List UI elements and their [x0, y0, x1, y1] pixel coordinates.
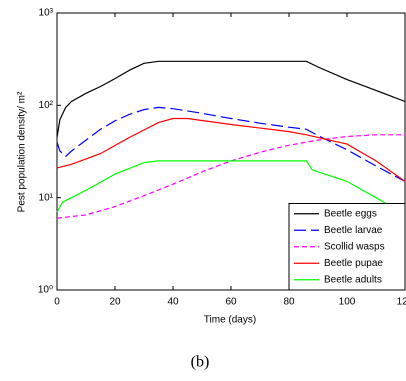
x-tick-label: 100 — [339, 297, 356, 308]
y-tick-label: 10³ — [39, 8, 54, 19]
caption: (b) — [191, 354, 210, 371]
y-tick-label: 10⁰ — [38, 285, 53, 296]
x-tick-label: 80 — [283, 297, 295, 308]
y-tick-label: 10¹ — [39, 192, 54, 203]
x-axis-label: Time (days) — [204, 315, 256, 326]
legend-label: Beetle eggs — [324, 208, 377, 219]
legend-label: Beetle pupae — [324, 258, 383, 269]
y-tick-label: 10² — [39, 100, 54, 111]
x-tick-label: 60 — [225, 297, 237, 308]
x-tick-label: 0 — [54, 297, 60, 308]
line-series — [56, 106, 406, 182]
line-series — [56, 117, 406, 182]
legend-label: Scollid wasps — [324, 241, 385, 252]
legend-label: Beetle adults — [324, 274, 382, 285]
x-tick-label: 20 — [109, 297, 121, 308]
legend-label: Beetle larvae — [324, 225, 383, 236]
legend — [288, 203, 406, 291]
x-tick-label: 120 — [397, 297, 406, 308]
line-series — [56, 160, 406, 216]
line-series — [56, 60, 406, 138]
y-axis-label: Pest population density/ m² — [17, 91, 28, 212]
x-tick-label: 40 — [167, 297, 179, 308]
